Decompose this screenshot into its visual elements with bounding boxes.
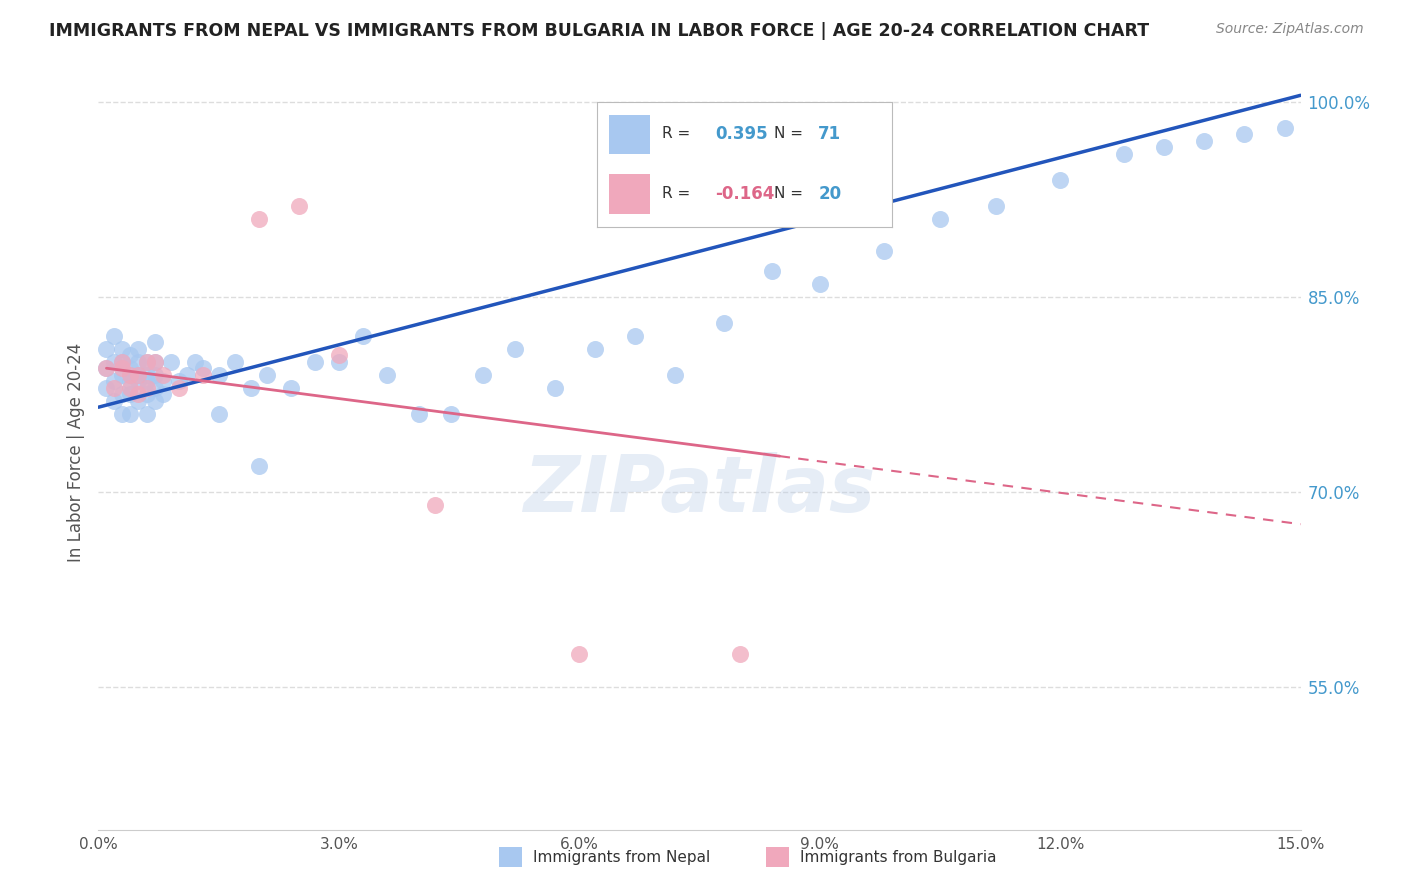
Point: [143, 393, 166, 408]
Point: [152, 387, 174, 401]
Point: [408, 407, 430, 421]
Text: Immigrants from Bulgaria: Immigrants from Bulgaria: [800, 850, 997, 864]
Y-axis label: In Labor Force | Age 20-24: In Labor Force | Age 20-24: [66, 343, 84, 562]
Point: [135, 355, 157, 369]
Point: [135, 374, 157, 388]
Point: [128, 393, 150, 408]
Point: [103, 355, 125, 369]
Point: [375, 368, 398, 382]
Point: [111, 342, 134, 356]
Point: [167, 381, 190, 395]
Point: [128, 387, 150, 401]
Point: [1153, 140, 1175, 154]
Point: [120, 368, 142, 382]
Point: [713, 316, 735, 330]
Point: [544, 381, 567, 395]
Point: [191, 368, 214, 382]
Point: [103, 393, 125, 408]
Point: [143, 335, 166, 350]
Point: [120, 374, 142, 388]
Point: [152, 368, 174, 382]
Point: [167, 374, 190, 388]
Point: [423, 498, 446, 512]
Point: [128, 368, 150, 382]
Point: [120, 368, 142, 382]
Point: [873, 244, 896, 259]
Point: [128, 342, 150, 356]
Point: [247, 211, 270, 226]
Point: [288, 199, 311, 213]
Point: [120, 407, 142, 421]
Point: [256, 368, 278, 382]
Point: [159, 355, 181, 369]
Point: [191, 361, 214, 376]
Point: [103, 328, 125, 343]
Point: [1194, 134, 1216, 148]
Point: [1233, 128, 1256, 142]
Point: [624, 328, 647, 343]
Point: [120, 361, 142, 376]
Point: [135, 407, 157, 421]
Point: [984, 199, 1007, 213]
Point: [568, 647, 591, 661]
Point: [111, 361, 134, 376]
Point: [808, 277, 831, 291]
Point: [152, 374, 174, 388]
Point: [143, 355, 166, 369]
Point: [96, 342, 118, 356]
Point: [239, 381, 262, 395]
Point: [120, 381, 142, 395]
Point: [103, 381, 125, 395]
Point: [247, 458, 270, 473]
Point: [96, 381, 118, 395]
Text: IMMIGRANTS FROM NEPAL VS IMMIGRANTS FROM BULGARIA IN LABOR FORCE | AGE 20-24 COR: IMMIGRANTS FROM NEPAL VS IMMIGRANTS FROM…: [49, 22, 1149, 40]
Text: ZIPatlas: ZIPatlas: [523, 452, 876, 528]
Point: [128, 374, 150, 388]
Point: [280, 381, 302, 395]
Point: [128, 368, 150, 382]
Point: [1274, 120, 1296, 135]
Point: [1114, 146, 1136, 161]
Point: [304, 355, 326, 369]
Point: [328, 355, 350, 369]
Point: [352, 328, 374, 343]
Point: [503, 342, 526, 356]
Point: [96, 361, 118, 376]
Point: [208, 407, 231, 421]
Point: [208, 368, 231, 382]
Point: [111, 355, 134, 369]
Point: [135, 387, 157, 401]
Point: [128, 355, 150, 369]
Point: [120, 387, 142, 401]
Point: [111, 387, 134, 401]
Point: [96, 361, 118, 376]
Point: [135, 355, 157, 369]
Point: [728, 647, 751, 661]
Text: Source: ZipAtlas.com: Source: ZipAtlas.com: [1216, 22, 1364, 37]
Point: [1049, 173, 1071, 187]
Point: [440, 407, 463, 421]
Point: [176, 368, 198, 382]
Point: [135, 381, 157, 395]
Point: [143, 381, 166, 395]
Point: [664, 368, 686, 382]
Point: [224, 355, 246, 369]
Point: [135, 368, 157, 382]
Point: [183, 355, 205, 369]
Point: [143, 355, 166, 369]
Point: [120, 348, 142, 362]
Point: [472, 368, 495, 382]
Point: [111, 355, 134, 369]
Point: [143, 368, 166, 382]
Text: Immigrants from Nepal: Immigrants from Nepal: [533, 850, 710, 864]
Point: [328, 348, 350, 362]
Point: [583, 342, 606, 356]
Point: [929, 211, 952, 226]
Point: [761, 264, 783, 278]
Point: [111, 407, 134, 421]
Point: [103, 374, 125, 388]
Point: [111, 368, 134, 382]
